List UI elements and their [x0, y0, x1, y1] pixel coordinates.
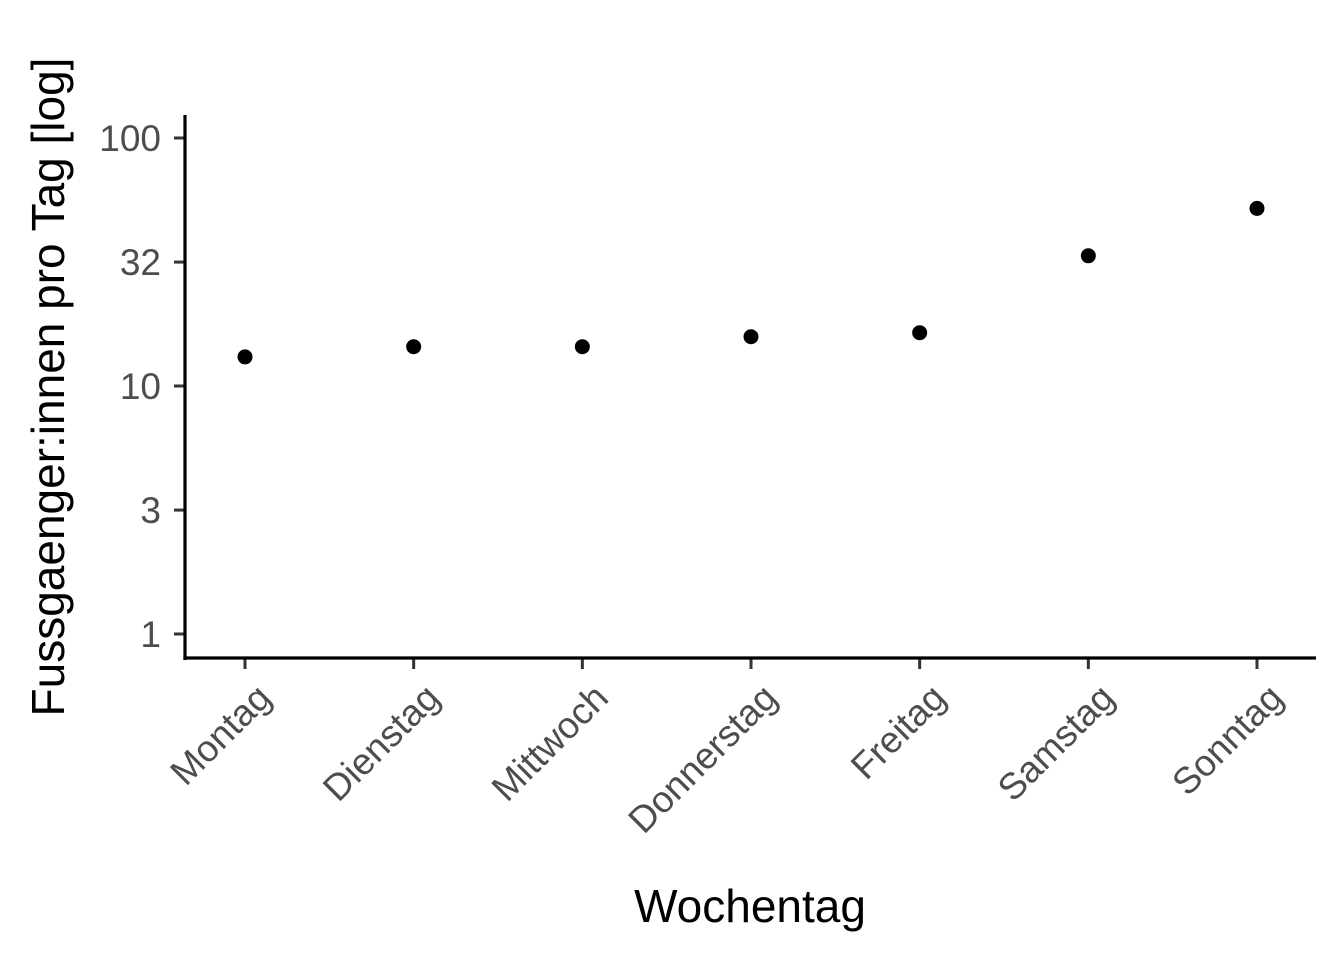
x-tick-label: Freitag [843, 677, 953, 787]
data-point-samstag [1080, 248, 1096, 264]
x-tick-label: Donnerstag [620, 677, 784, 841]
y-tick-label: 100 [99, 118, 161, 159]
data-point-montag [237, 349, 253, 365]
x-tick-label: Montag [162, 677, 278, 793]
data-points [237, 200, 1265, 365]
y-axis-title: Fussgaenger:innen pro Tag [log] [22, 58, 74, 717]
x-tick-label: Samstag [990, 677, 1122, 809]
data-point-dienstag [406, 339, 422, 355]
data-point-sonntag [1249, 200, 1265, 216]
x-tick-label: Dienstag [315, 677, 447, 809]
y-tick-label: 32 [120, 242, 161, 283]
data-point-donnerstag [743, 329, 759, 345]
x-tick-label: Mittwoch [484, 677, 616, 809]
y-axis-ticks: 1 3 10 32 100 [99, 118, 185, 655]
data-point-freitag [912, 325, 928, 341]
y-tick-label: 3 [140, 490, 161, 531]
x-axis-title: Wochentag [634, 880, 866, 932]
y-tick-label: 10 [120, 366, 161, 407]
y-tick-label: 1 [140, 614, 161, 655]
x-axis-ticks: Montag Dienstag Mittwoch Donnerstag Freitag S… [162, 658, 1291, 841]
data-point-mittwoch [574, 339, 590, 355]
x-tick-label: Sonntag [1164, 677, 1290, 803]
